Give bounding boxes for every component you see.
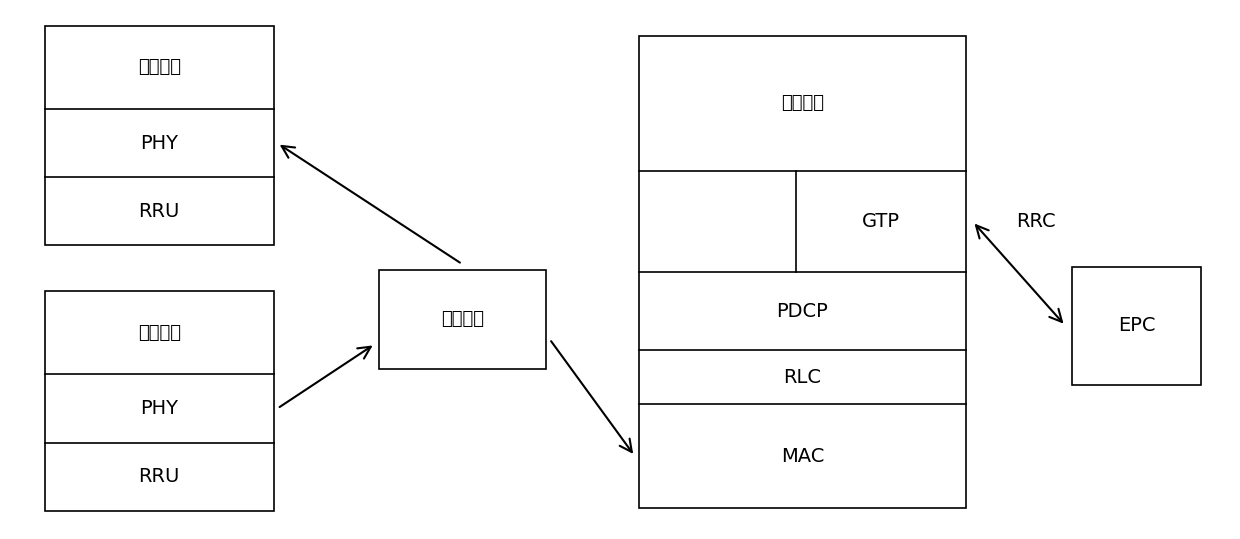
Text: 交换设备: 交换设备 [440, 310, 484, 328]
Text: RRC: RRC [1016, 212, 1055, 231]
Bar [45, 25, 274, 245]
Text: GTP: GTP [862, 212, 900, 231]
Text: RRU: RRU [139, 467, 180, 486]
Text: MAC: MAC [781, 447, 825, 466]
Text: 接入设备: 接入设备 [138, 58, 181, 77]
Text: 控制设备: 控制设备 [781, 94, 825, 113]
Text: 接入设备: 接入设备 [138, 324, 181, 342]
Bar [378, 270, 546, 369]
Bar [1071, 267, 1202, 385]
Text: RRU: RRU [139, 202, 180, 221]
Text: EPC: EPC [1117, 316, 1156, 335]
Bar [45, 291, 274, 511]
Text: PHY: PHY [140, 399, 179, 418]
Bar [639, 36, 966, 508]
Text: RLC: RLC [784, 368, 821, 386]
Text: PHY: PHY [140, 134, 179, 153]
Text: PDCP: PDCP [776, 302, 828, 321]
